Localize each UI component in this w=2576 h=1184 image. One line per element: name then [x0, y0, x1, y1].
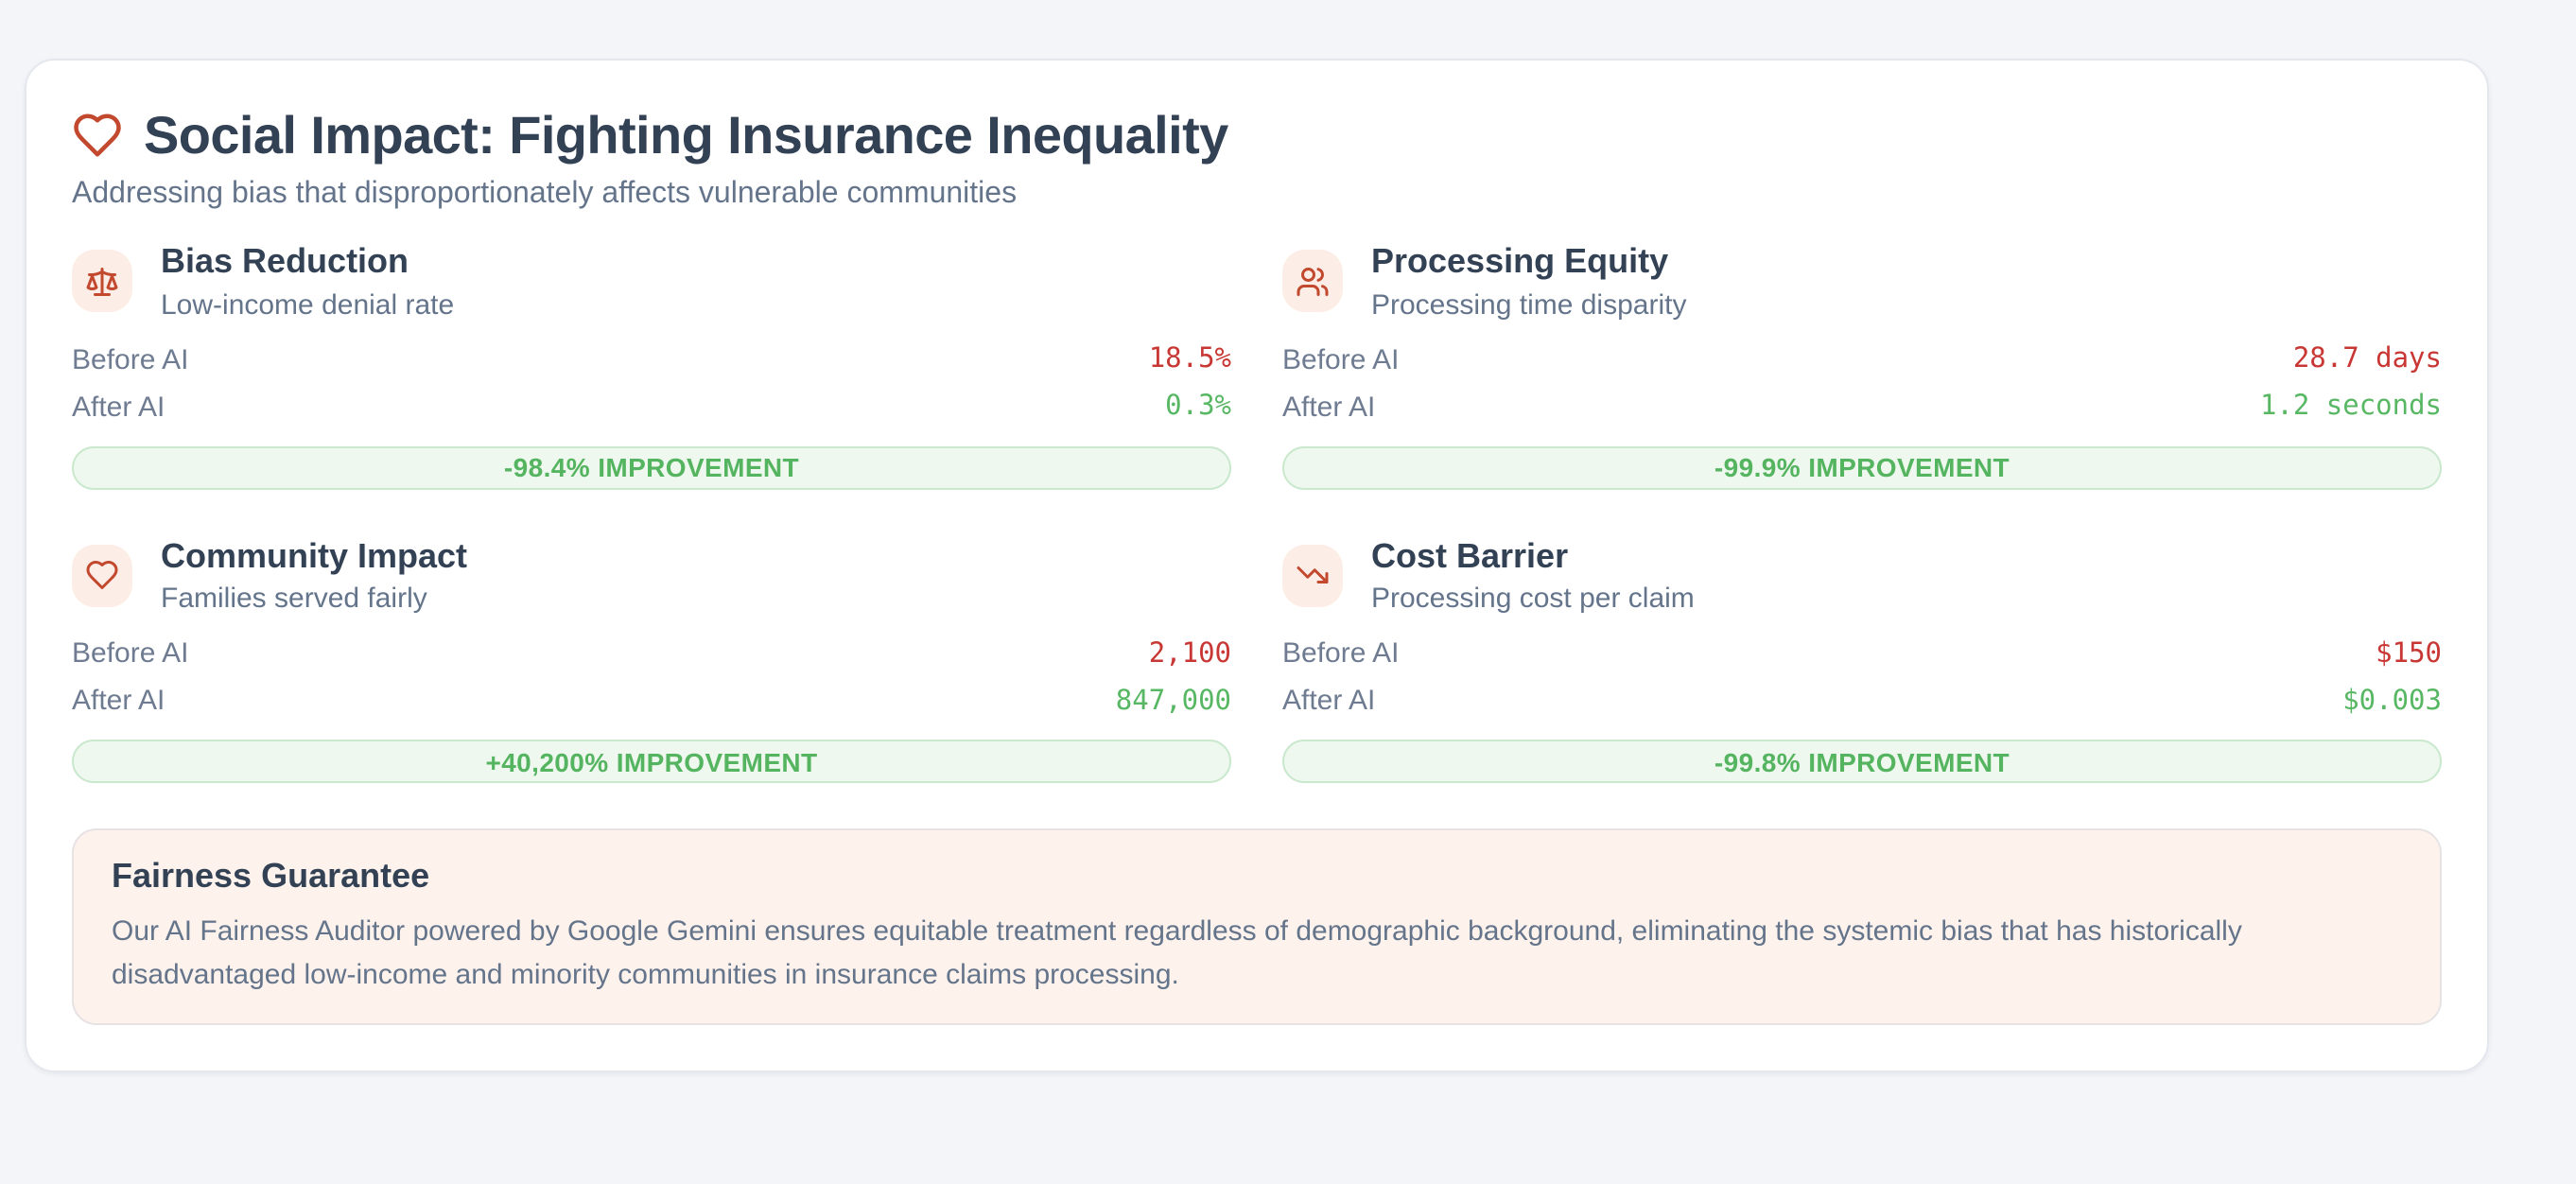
before-value: 28.7 days: [2292, 344, 2442, 375]
before-row: Before AI $150: [1282, 637, 2442, 670]
improvement-badge: -98.4% IMPROVEMENT: [72, 445, 1231, 490]
metrics-grid: Bias Reduction Low-income denial rate Be…: [72, 242, 2442, 784]
metric-cost-barrier: Cost Barrier Processing cost per claim B…: [1282, 536, 2442, 784]
trending-down-icon: [1282, 544, 1343, 607]
metric-title: Processing Equity: [1371, 242, 1669, 280]
before-value: 18.5%: [1148, 344, 1231, 375]
before-label: Before AI: [72, 637, 189, 670]
after-row: After AI 847,000: [72, 685, 1231, 717]
before-row: Before AI 2,100: [72, 637, 1231, 670]
after-row: After AI 0.3%: [72, 391, 1231, 423]
after-value: 0.3%: [1165, 392, 1231, 423]
metric-titles: Bias Reduction Low-income denial rate: [161, 242, 454, 321]
metric-processing-equity: Processing Equity Processing time dispar…: [1282, 242, 2442, 490]
page-title: Social Impact: Fighting Insurance Inequa…: [144, 106, 1228, 165]
improvement-badge: -99.9% IMPROVEMENT: [1282, 445, 2442, 490]
metric-titles: Cost Barrier Processing cost per claim: [1371, 536, 1695, 615]
after-label: After AI: [1282, 685, 1376, 718]
metric-rows: Before AI $150 After AI $0.003: [1282, 637, 2442, 717]
metric-header: Processing Equity Processing time dispar…: [1282, 242, 2442, 321]
before-value: $150: [2376, 638, 2442, 670]
before-row: Before AI 28.7 days: [1282, 343, 2442, 375]
metric-bias-reduction: Bias Reduction Low-income denial rate Be…: [72, 242, 1231, 490]
metric-title: Cost Barrier: [1371, 536, 1569, 575]
metric-title: Bias Reduction: [161, 242, 409, 280]
before-row: Before AI 18.5%: [72, 343, 1231, 375]
fairness-title: Fairness Guarantee: [112, 857, 430, 896]
before-label: Before AI: [72, 343, 189, 376]
after-label: After AI: [72, 685, 165, 718]
metric-header: Cost Barrier Processing cost per claim: [1282, 536, 2442, 615]
metric-titles: Community Impact Families served fairly: [161, 536, 467, 615]
users-icon: [1282, 250, 1343, 313]
metric-subtitle: Families served fairly: [161, 583, 427, 616]
metric-rows: Before AI 2,100 After AI 847,000: [72, 637, 1231, 717]
after-label: After AI: [1282, 391, 1376, 424]
improvement-badge: +40,200% IMPROVEMENT: [72, 740, 1231, 784]
before-label: Before AI: [1282, 637, 1400, 670]
heart-icon: [72, 110, 123, 161]
before-label: Before AI: [1282, 343, 1400, 376]
panel-header: Social Impact: Fighting Insurance Inequa…: [72, 102, 2442, 168]
fairness-body: Our AI Fairness Auditor powered by Googl…: [112, 915, 2242, 992]
metric-subtitle: Processing time disparity: [1371, 288, 1687, 322]
metric-header: Community Impact Families served fairly: [72, 536, 1231, 615]
metric-rows: Before AI 18.5% After AI 0.3%: [72, 343, 1231, 423]
metric-rows: Before AI 28.7 days After AI 1.2 seconds: [1282, 343, 2442, 423]
metric-header: Bias Reduction Low-income denial rate: [72, 242, 1231, 321]
social-impact-panel: Social Impact: Fighting Insurance Inequa…: [25, 59, 2489, 1073]
metric-title: Community Impact: [161, 536, 468, 575]
improvement-badge: -99.8% IMPROVEMENT: [1282, 740, 2442, 784]
after-row: After AI $0.003: [1282, 685, 2442, 717]
fairness-guarantee-callout: Fairness Guarantee Our AI Fairness Audit…: [72, 828, 2442, 1026]
metric-community-impact: Community Impact Families served fairly …: [72, 536, 1231, 784]
after-value: 847,000: [1115, 686, 1231, 717]
after-value: 1.2 seconds: [2259, 392, 2442, 423]
metric-subtitle: Processing cost per claim: [1371, 583, 1695, 616]
before-value: 2,100: [1148, 638, 1231, 670]
metric-titles: Processing Equity Processing time dispar…: [1371, 242, 1686, 321]
after-label: After AI: [72, 391, 165, 424]
metric-subtitle: Low-income denial rate: [161, 288, 455, 322]
after-value: $0.003: [2342, 686, 2442, 717]
page-subtitle: Addressing bias that disproportionately …: [72, 178, 1018, 210]
scale-icon: [72, 250, 132, 313]
after-row: After AI 1.2 seconds: [1282, 391, 2442, 423]
heart-icon: [72, 544, 132, 607]
